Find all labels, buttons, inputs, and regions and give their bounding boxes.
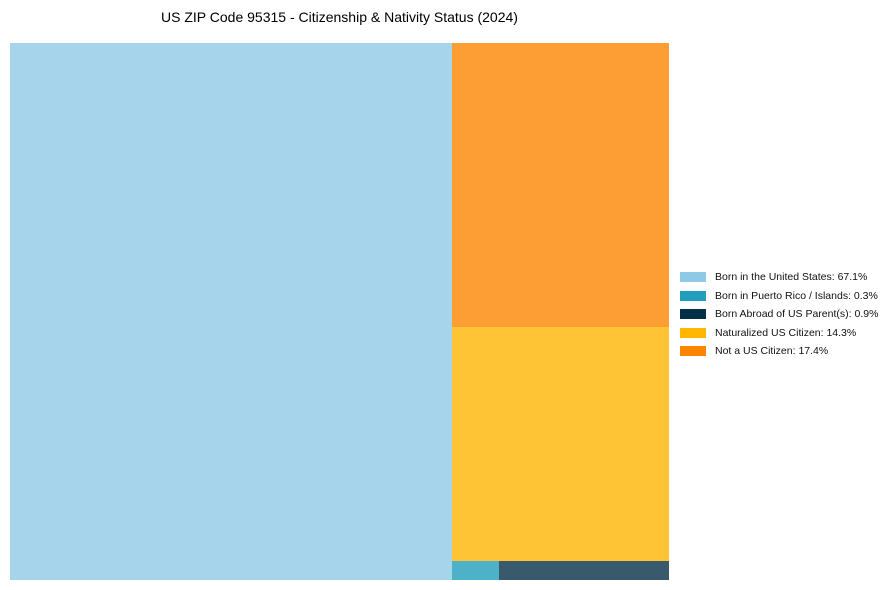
treemap-tile-naturalized-us-citizen: [452, 327, 669, 561]
legend-label: Born in the United States: 67.1%: [715, 271, 868, 284]
legend-item-not-citizen: Not a US Citizen: 17.4%: [680, 342, 878, 361]
legend-label: Born Abroad of US Parent(s): 0.9%: [715, 308, 879, 321]
treemap-tile-born-in-the-united-states: [10, 43, 452, 580]
treemap-tile-born-in-puerto-rico-islands: [452, 561, 499, 580]
legend-swatch: [680, 272, 706, 283]
legend-swatch: [680, 327, 706, 338]
treemap-tile-not-a-us-citizen: [452, 43, 669, 327]
legend-swatch: [680, 346, 706, 357]
legend-item-naturalized: Naturalized US Citizen: 14.3%: [680, 324, 878, 343]
legend-swatch: [680, 290, 706, 301]
legend-swatch: [680, 309, 706, 320]
legend-item-born-abroad: Born Abroad of US Parent(s): 0.9%: [680, 305, 878, 324]
treemap-tile-born-abroad-of-us-parent-s: [499, 561, 669, 580]
legend-label: Not a US Citizen: 17.4%: [715, 345, 829, 358]
legend-item-born-us: Born in the United States: 67.1%: [680, 268, 878, 287]
legend-label: Born in Puerto Rico / Islands: 0.3%: [715, 289, 878, 302]
legend: Born in the United States: 67.1% Born in…: [680, 268, 878, 361]
chart-title: US ZIP Code 95315 - Citizenship & Nativi…: [161, 9, 518, 25]
legend-label: Naturalized US Citizen: 14.3%: [715, 326, 857, 339]
legend-item-born-pr: Born in Puerto Rico / Islands: 0.3%: [680, 287, 878, 306]
